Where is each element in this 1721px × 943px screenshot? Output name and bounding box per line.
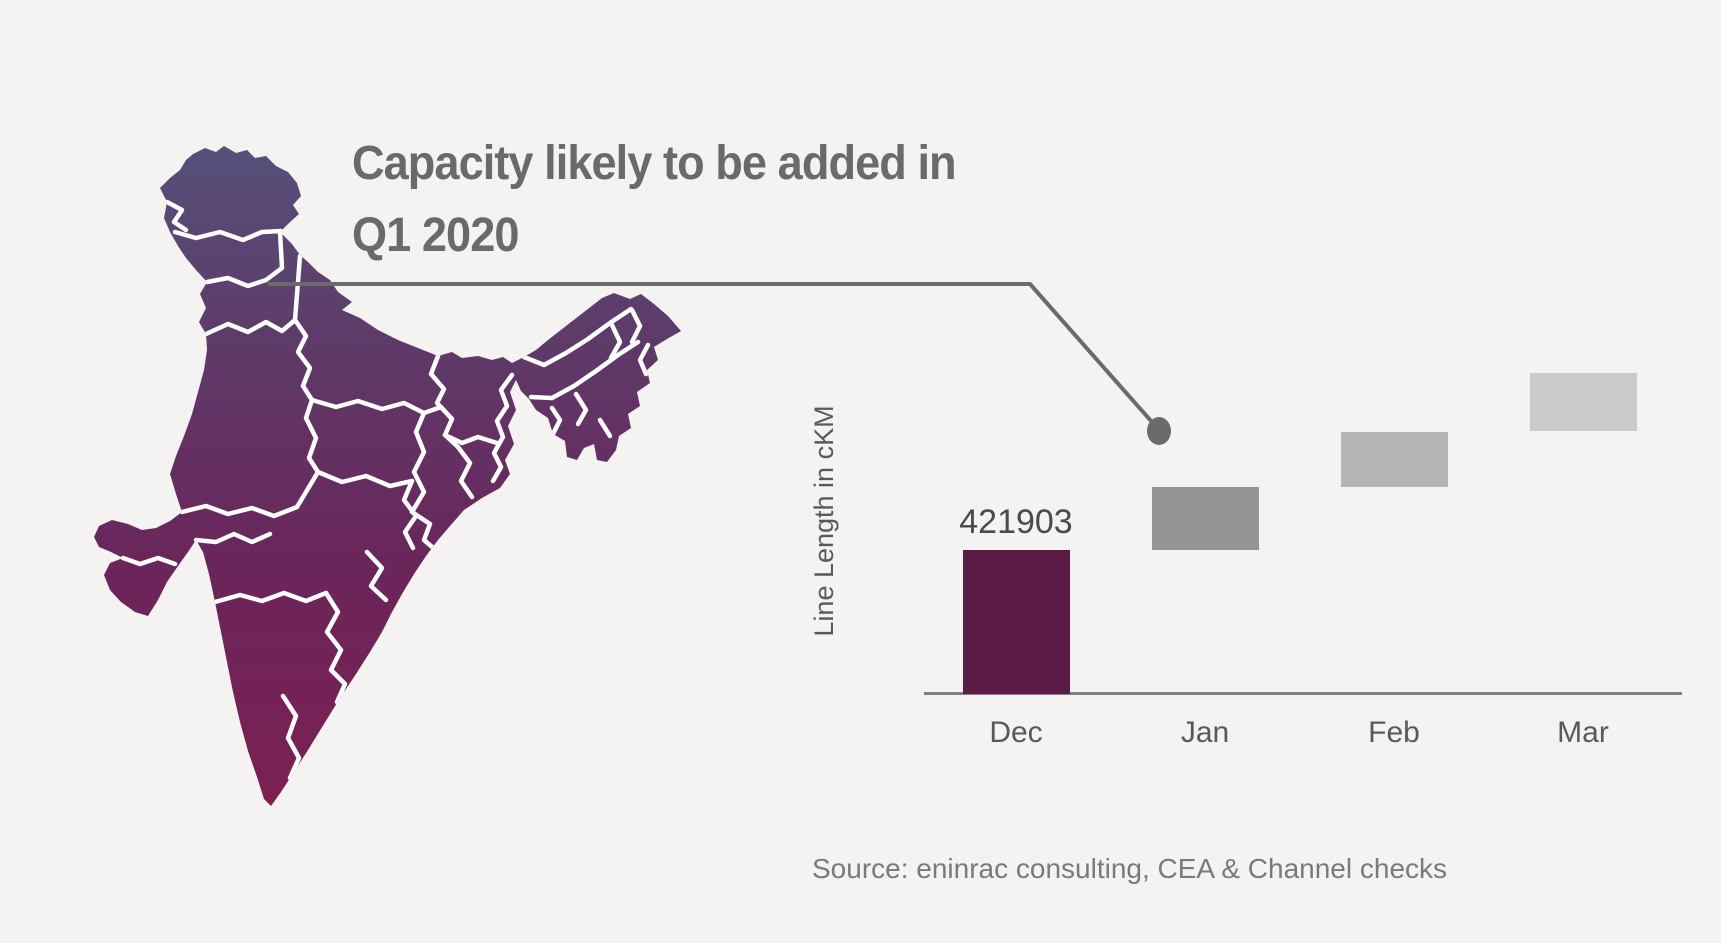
bar-value-label-dec: 421903 (959, 503, 1073, 541)
x-axis-label-jan: Jan (1180, 716, 1230, 749)
x-axis-line (924, 692, 1682, 695)
y-axis-title: Line Length in cKM (809, 405, 839, 637)
bar-dec (962, 550, 1070, 694)
source-note: Source: eninrac consulting, CEA & Channe… (812, 853, 1448, 884)
page-title: Capacity likely to be added in Q1 2020 (352, 128, 957, 272)
bar-feb (1340, 431, 1448, 488)
x-axis-label-feb: Feb (1368, 716, 1420, 749)
x-axis-label-dec: Dec (989, 716, 1043, 749)
bar-jan (1151, 487, 1259, 550)
page-title-line-2: Q1 2020 (352, 209, 519, 262)
bar-mar (1529, 372, 1637, 432)
page-title-line-1: Capacity likely to be added in (352, 137, 957, 190)
x-axis-label-mar: Mar (1557, 716, 1609, 749)
